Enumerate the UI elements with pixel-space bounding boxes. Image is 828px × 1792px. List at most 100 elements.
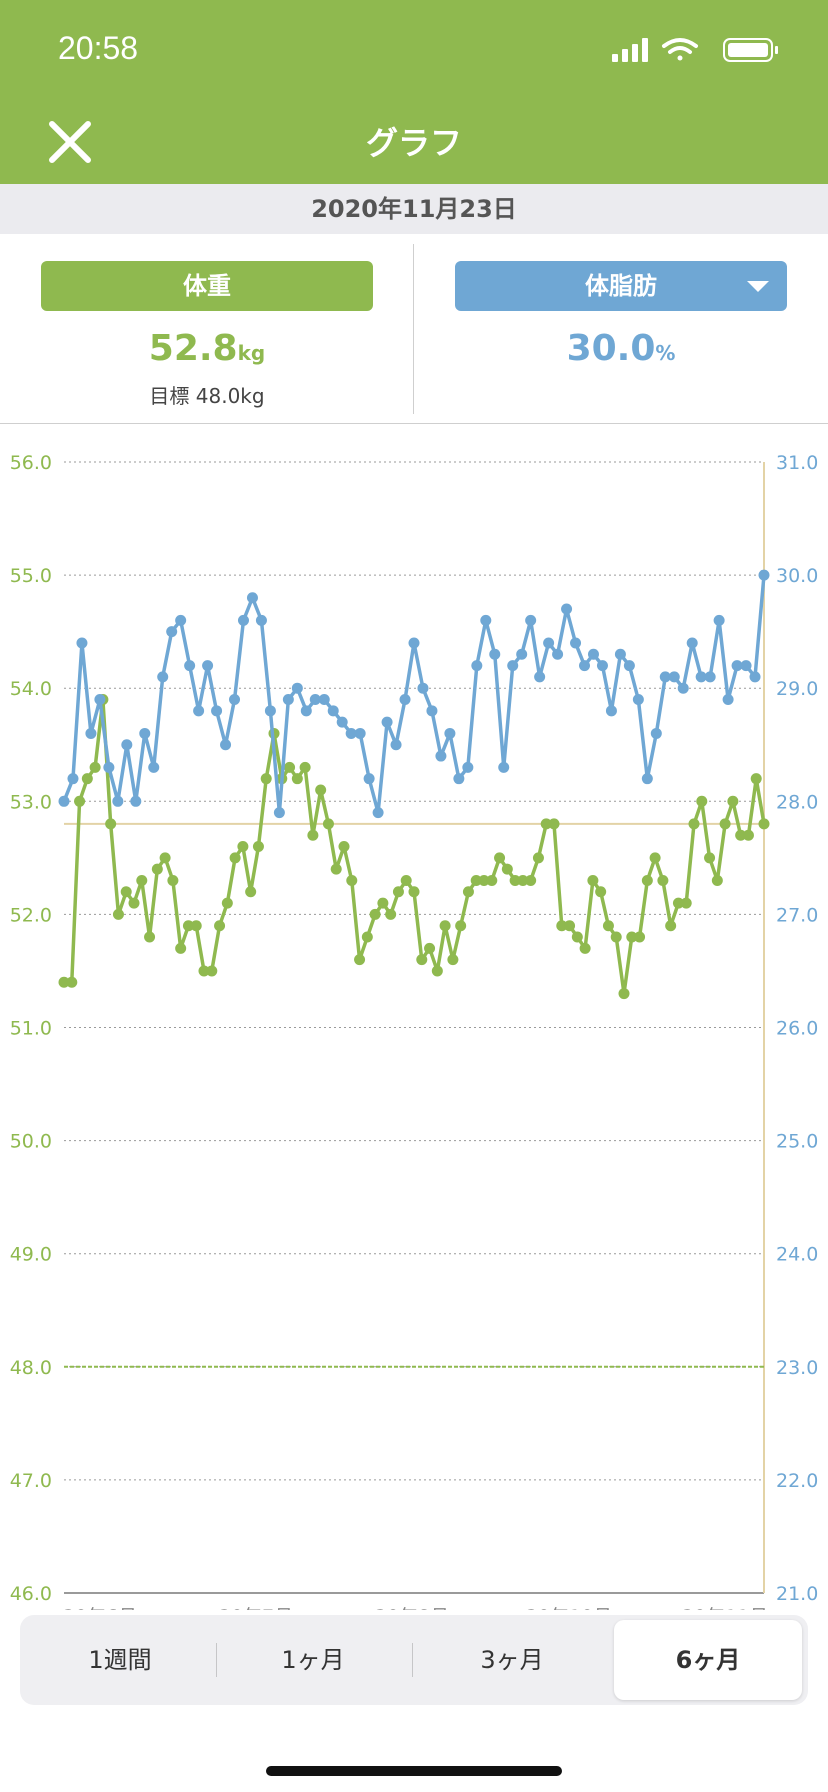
weight-data-point [128, 897, 140, 909]
weight-data-point [649, 852, 661, 864]
left-tick-label: 51.0 [10, 1018, 52, 1040]
weight-data-point [330, 863, 342, 875]
body-fat-data-point [677, 682, 689, 694]
weight-data-point [206, 965, 218, 977]
weight-data-point [221, 897, 233, 909]
body-fat-data-point [94, 694, 106, 706]
weight-unit: kg [237, 341, 266, 365]
body-fat-data-point [417, 682, 429, 694]
weight-data-point [338, 841, 350, 853]
left-tick-label: 46.0 [10, 1583, 52, 1605]
body-fat-data-point [408, 637, 420, 649]
chevron-down-icon [747, 281, 769, 292]
battery-icon [723, 38, 778, 62]
body-fat-data-point [354, 727, 366, 739]
weight-data-point [190, 920, 202, 932]
home-indicator [266, 1766, 562, 1776]
body-fat-data-point [543, 637, 555, 649]
weight-data-point [237, 841, 249, 853]
weight-data-point [307, 829, 319, 841]
weight-data-point [564, 920, 576, 932]
body-fat-data-point [193, 705, 205, 717]
weight-data-point [517, 874, 529, 886]
weight-data-point [424, 942, 436, 954]
body-fat-data-point [596, 660, 608, 672]
left-tick-label: 54.0 [10, 678, 52, 700]
x-tick-label: 20年10月 [526, 1606, 612, 1610]
weight-data-point [750, 773, 762, 785]
weight-data-point [416, 954, 428, 966]
right-tick-label: 29.0 [776, 678, 818, 700]
body-fat-data-point [399, 694, 411, 706]
weight-data-point [392, 886, 404, 898]
weight-data-point [494, 852, 506, 864]
weight-data-point [252, 841, 264, 853]
weight-data-point [144, 931, 156, 943]
weight-fat-chart[interactable]: 56.0 31.0 55.0 30.0 54.0 29.0 53.0 28.0 52.0 27.0… [0, 424, 828, 1610]
weight-data-point [711, 874, 723, 886]
status-icons [612, 38, 778, 62]
weight-data-point [602, 920, 614, 932]
body-fat-data-point [498, 761, 510, 773]
weight-data-point [408, 886, 420, 898]
body-fat-data-point [525, 614, 537, 626]
body-fat-data-point [246, 592, 258, 604]
body-fat-data-point [632, 694, 644, 706]
tab-1-month[interactable]: 1ヶ月 [281, 1646, 345, 1674]
left-tick-label: 56.0 [10, 452, 52, 474]
body-fat-dropdown[interactable]: 体脂肪 [455, 261, 787, 311]
body-fat-data-point [453, 773, 465, 785]
weight-data-point [299, 761, 311, 773]
weight-data-point [470, 874, 482, 886]
goal-weight: 目標 48.0kg [149, 384, 265, 408]
weight-data-point [377, 897, 389, 909]
body-fat-data-point [229, 694, 241, 706]
weight-button[interactable]: 体重 [41, 261, 373, 311]
x-tick-label: 20年8月 [375, 1606, 449, 1610]
weight-data-point [665, 920, 677, 932]
tab-6-months[interactable]: 6ヶ月 [614, 1620, 802, 1700]
body-fat-number: 30.0 [566, 328, 656, 369]
left-tick-label: 48.0 [10, 1357, 52, 1379]
weight-data-point [735, 829, 747, 841]
x-tick-label: 20年6月 [63, 1606, 137, 1610]
body-fat-data-point [58, 795, 70, 807]
weight-data-point [579, 942, 591, 954]
x-tick-label: 20年11月 [682, 1606, 768, 1610]
weight-data-point [151, 863, 163, 875]
tab-3-months[interactable]: 3ヶ月 [480, 1646, 544, 1674]
body-fat-data-point [139, 727, 151, 739]
weight-data-point [198, 965, 210, 977]
body-fat-data-point [462, 761, 474, 773]
body-fat-data-point [327, 705, 339, 717]
weight-data-point [159, 852, 171, 864]
right-tick-label: 23.0 [776, 1357, 818, 1379]
weight-data-point [89, 761, 101, 773]
body-fat-data-point [363, 773, 375, 785]
body-fat-data-point [552, 648, 564, 660]
body-fat-data-point [85, 727, 97, 739]
weight-data-point [322, 818, 334, 830]
tab-1-week[interactable]: 1週間 [88, 1646, 152, 1674]
body-fat-data-point [282, 694, 294, 706]
body-fat-data-point [390, 739, 402, 751]
body-fat-data-point [587, 648, 599, 660]
close-icon[interactable] [46, 118, 94, 166]
weight-data-point [354, 954, 366, 966]
chart-area[interactable]: 56.0 31.0 55.0 30.0 54.0 29.0 53.0 28.0 52.0 27.0… [0, 424, 828, 1610]
weight-data-point [81, 773, 93, 785]
body-fat-data-point [372, 807, 384, 819]
right-tick-label: 22.0 [776, 1470, 818, 1492]
weight-data-point [385, 908, 397, 920]
weight-data-point [58, 976, 70, 988]
body-fat-data-point [668, 671, 680, 683]
body-fat-data-point [318, 694, 330, 706]
body-fat-data-point [291, 682, 303, 694]
app-header: 20:58 グラフ [0, 0, 828, 184]
period-tabs: 1週間 1ヶ月 3ヶ月 6ヶ月 [20, 1615, 808, 1705]
body-fat-data-point [345, 727, 357, 739]
weight-data-point [478, 874, 490, 886]
body-fat-data-point [67, 773, 79, 785]
weight-data-point [182, 920, 194, 932]
body-fat-data-point [713, 614, 725, 626]
